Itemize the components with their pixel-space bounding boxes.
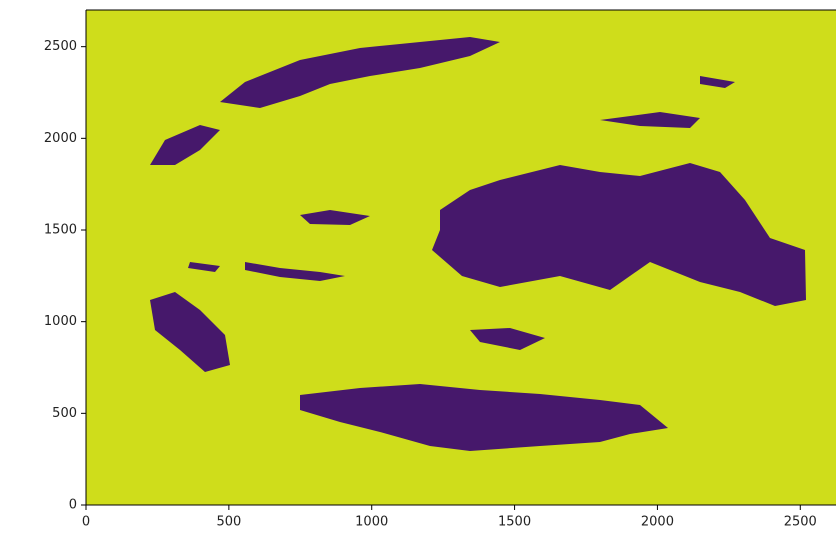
- y-tick-label: 0: [69, 498, 77, 513]
- y-tick-label: 1500: [44, 223, 77, 238]
- region: [245, 262, 345, 281]
- region: [300, 384, 668, 451]
- region: [700, 76, 735, 88]
- region: [600, 112, 700, 128]
- x-tick-label: 1500: [498, 515, 531, 530]
- x-tick-label: 2500: [784, 515, 817, 530]
- y-tick-label: 2500: [44, 39, 77, 54]
- region: [432, 163, 806, 306]
- region: [188, 262, 220, 272]
- region: [150, 292, 230, 372]
- region: [220, 37, 500, 108]
- region: [470, 328, 545, 350]
- region: [150, 125, 220, 165]
- x-tick-label: 0: [82, 515, 90, 530]
- x-tick-label: 2000: [641, 515, 674, 530]
- y-tick-label: 2000: [44, 131, 77, 146]
- y-tick-label: 500: [52, 406, 77, 421]
- x-tick-label: 500: [216, 515, 241, 530]
- x-tick-label: 1000: [355, 515, 388, 530]
- y-tick-label: 1000: [44, 314, 77, 329]
- region: [300, 210, 370, 225]
- image-regions: [150, 37, 806, 451]
